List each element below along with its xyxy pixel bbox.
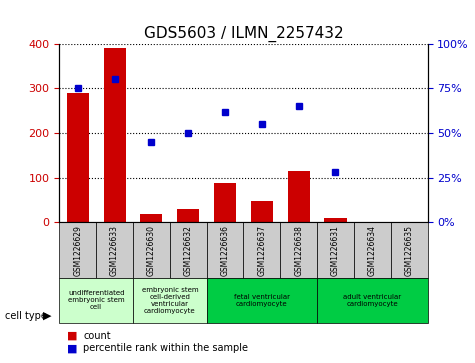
Bar (361, 221, 383, 223)
Text: GSM1226636: GSM1226636 (220, 225, 229, 276)
FancyBboxPatch shape (354, 223, 390, 278)
FancyBboxPatch shape (96, 223, 133, 278)
Bar (66, 93, 89, 223)
Bar (398, 221, 420, 223)
FancyBboxPatch shape (59, 223, 96, 278)
FancyBboxPatch shape (280, 223, 317, 278)
Bar (141, 213, 162, 223)
Bar (251, 201, 273, 223)
FancyBboxPatch shape (133, 223, 170, 278)
Text: GSM1226635: GSM1226635 (405, 225, 414, 276)
FancyBboxPatch shape (317, 278, 428, 323)
Bar (177, 209, 200, 223)
Text: GSM1226632: GSM1226632 (184, 225, 193, 276)
Text: percentile rank within the sample: percentile rank within the sample (83, 343, 248, 354)
Text: cell type: cell type (5, 311, 47, 321)
FancyBboxPatch shape (317, 223, 354, 278)
FancyBboxPatch shape (133, 278, 207, 323)
FancyBboxPatch shape (59, 278, 133, 323)
Text: ■: ■ (66, 331, 77, 341)
Text: GSM1226637: GSM1226637 (257, 225, 266, 276)
Bar (214, 183, 236, 223)
Text: GSM1226629: GSM1226629 (73, 225, 82, 276)
Text: undifferentiated
embryonic stem
cell: undifferentiated embryonic stem cell (68, 290, 124, 310)
Text: fetal ventricular
cardiomyocyte: fetal ventricular cardiomyocyte (234, 294, 290, 307)
Bar (288, 171, 310, 223)
Text: GSM1226633: GSM1226633 (110, 225, 119, 276)
Title: GDS5603 / ILMN_2257432: GDS5603 / ILMN_2257432 (143, 26, 343, 42)
Text: ■: ■ (66, 343, 77, 354)
FancyBboxPatch shape (390, 223, 428, 278)
Text: GSM1226638: GSM1226638 (294, 225, 303, 276)
FancyBboxPatch shape (207, 223, 243, 278)
Text: ▶: ▶ (43, 311, 51, 321)
Bar (324, 218, 346, 223)
Text: GSM1226631: GSM1226631 (331, 225, 340, 276)
FancyBboxPatch shape (207, 278, 317, 323)
Text: count: count (83, 331, 111, 341)
FancyBboxPatch shape (243, 223, 280, 278)
Text: GSM1226630: GSM1226630 (147, 225, 156, 276)
FancyBboxPatch shape (170, 223, 207, 278)
Text: embryonic stem
cell-derived
ventricular
cardiomyocyte: embryonic stem cell-derived ventricular … (142, 287, 198, 314)
Bar (104, 48, 125, 223)
Text: GSM1226634: GSM1226634 (368, 225, 377, 276)
Text: adult ventricular
cardiomyocyte: adult ventricular cardiomyocyte (343, 294, 401, 307)
